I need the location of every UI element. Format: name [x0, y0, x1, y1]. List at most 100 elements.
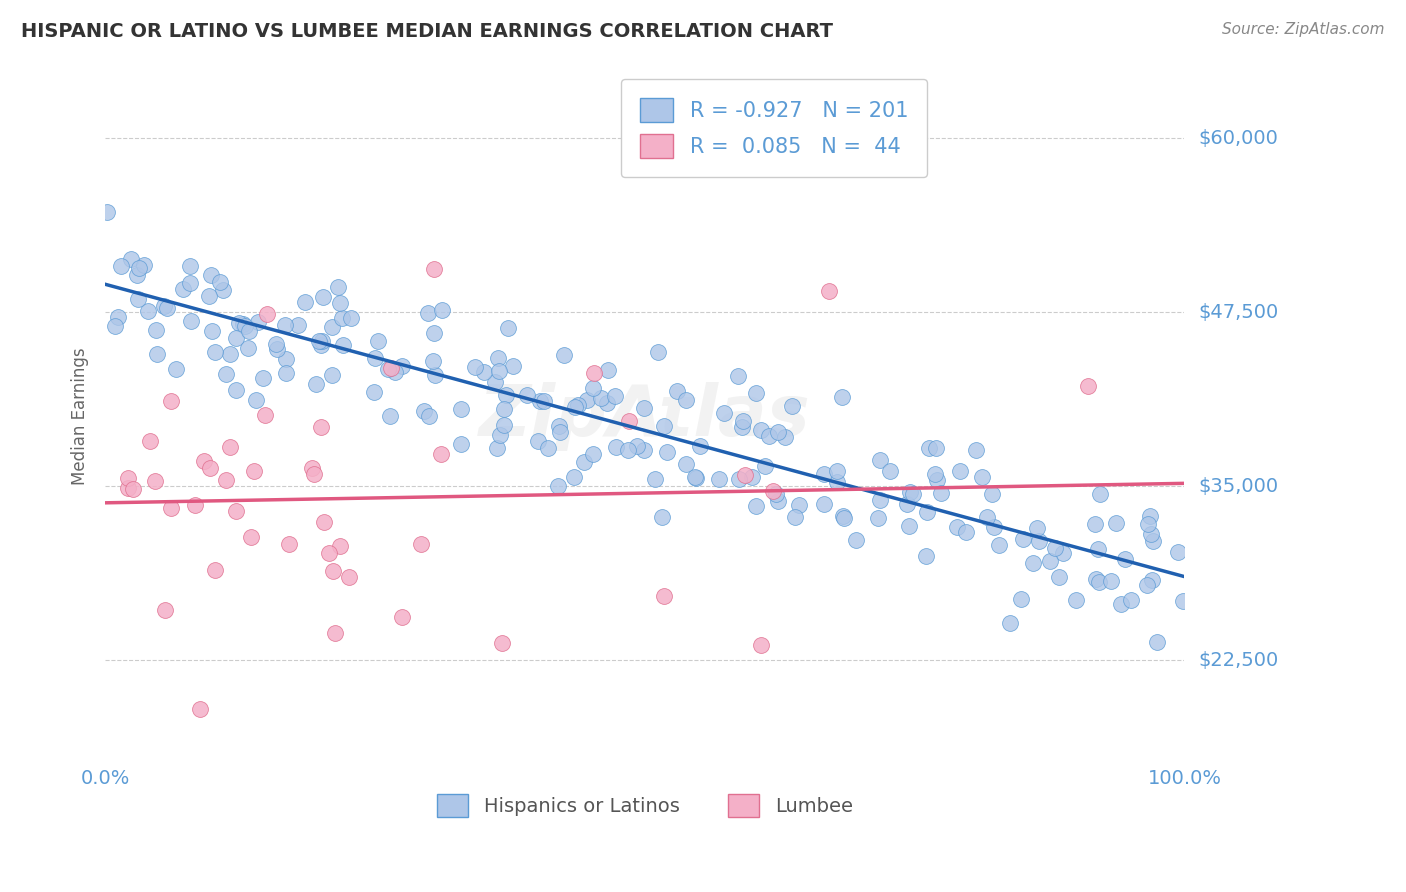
Point — [924, 467, 946, 481]
Point — [494, 402, 516, 417]
Point — [869, 453, 891, 467]
Point — [596, 396, 619, 410]
Point — [813, 497, 835, 511]
Point — [582, 380, 605, 394]
Point — [312, 515, 335, 529]
Point — [652, 419, 675, 434]
Point — [605, 440, 627, 454]
Point — [616, 442, 638, 457]
Point — [215, 368, 238, 382]
Point — [709, 473, 731, 487]
Point — [484, 375, 506, 389]
Point — [1090, 487, 1112, 501]
Point — [122, 482, 145, 496]
Point — [309, 419, 332, 434]
Point — [120, 252, 142, 266]
Text: HISPANIC OR LATINO VS LUMBEE MEDIAN EARNINGS CORRELATION CHART: HISPANIC OR LATINO VS LUMBEE MEDIAN EARN… — [21, 22, 834, 41]
Point — [818, 285, 841, 299]
Point — [780, 399, 803, 413]
Point — [845, 533, 868, 547]
Point — [970, 470, 993, 484]
Point — [832, 509, 855, 524]
Text: $47,500: $47,500 — [1198, 302, 1278, 322]
Point — [332, 338, 354, 352]
Point — [225, 383, 247, 397]
Point — [548, 425, 571, 440]
Point — [253, 409, 276, 423]
Point — [949, 464, 972, 478]
Point — [683, 470, 706, 484]
Point — [321, 368, 343, 383]
Text: $35,000: $35,000 — [1198, 476, 1278, 496]
Point — [418, 409, 440, 423]
Point — [713, 407, 735, 421]
Point — [323, 626, 346, 640]
Point — [294, 294, 316, 309]
Point — [758, 429, 780, 443]
Point — [302, 467, 325, 482]
Point — [1099, 574, 1122, 588]
Point — [117, 482, 139, 496]
Point — [915, 549, 938, 563]
Point — [138, 434, 160, 449]
Point — [502, 359, 524, 373]
Point — [423, 262, 446, 277]
Point — [896, 497, 918, 511]
Point — [127, 292, 149, 306]
Point — [380, 409, 402, 424]
Point — [377, 362, 399, 376]
Point — [274, 351, 297, 366]
Point — [827, 475, 849, 489]
Point — [411, 536, 433, 550]
Point — [765, 487, 787, 501]
Point — [927, 473, 949, 487]
Point — [633, 442, 655, 457]
Legend: Hispanics or Latinos, Lumbee: Hispanics or Latinos, Lumbee — [429, 787, 860, 824]
Point — [252, 370, 274, 384]
Point — [1045, 541, 1067, 555]
Point — [583, 366, 606, 380]
Point — [274, 318, 297, 333]
Point — [301, 461, 323, 475]
Point — [423, 326, 446, 341]
Point — [464, 359, 486, 374]
Point — [1011, 532, 1033, 546]
Point — [787, 498, 810, 512]
Point — [204, 344, 226, 359]
Point — [1114, 552, 1136, 566]
Point — [529, 393, 551, 408]
Point — [496, 321, 519, 335]
Point — [219, 440, 242, 454]
Point — [391, 609, 413, 624]
Point — [675, 392, 697, 407]
Point — [1142, 534, 1164, 549]
Point — [1084, 517, 1107, 532]
Point — [486, 441, 509, 455]
Point — [897, 519, 920, 533]
Point — [329, 539, 352, 553]
Point — [225, 504, 247, 518]
Point — [731, 419, 754, 434]
Point — [731, 413, 754, 427]
Point — [575, 393, 598, 408]
Point — [287, 318, 309, 332]
Point — [1010, 592, 1032, 607]
Point — [322, 564, 344, 578]
Point — [1139, 509, 1161, 524]
Point — [143, 475, 166, 489]
Point — [1088, 574, 1111, 589]
Point — [562, 470, 585, 484]
Point — [179, 259, 201, 273]
Point — [215, 473, 238, 487]
Text: ZipAtlas: ZipAtlas — [479, 382, 811, 451]
Point — [384, 365, 406, 379]
Text: $60,000: $60,000 — [1198, 128, 1278, 147]
Point — [160, 393, 183, 408]
Point — [117, 470, 139, 484]
Point — [589, 391, 612, 405]
Point — [745, 386, 768, 401]
Point — [901, 487, 924, 501]
Point — [981, 487, 1004, 501]
Point — [825, 464, 848, 478]
Point — [1137, 517, 1160, 532]
